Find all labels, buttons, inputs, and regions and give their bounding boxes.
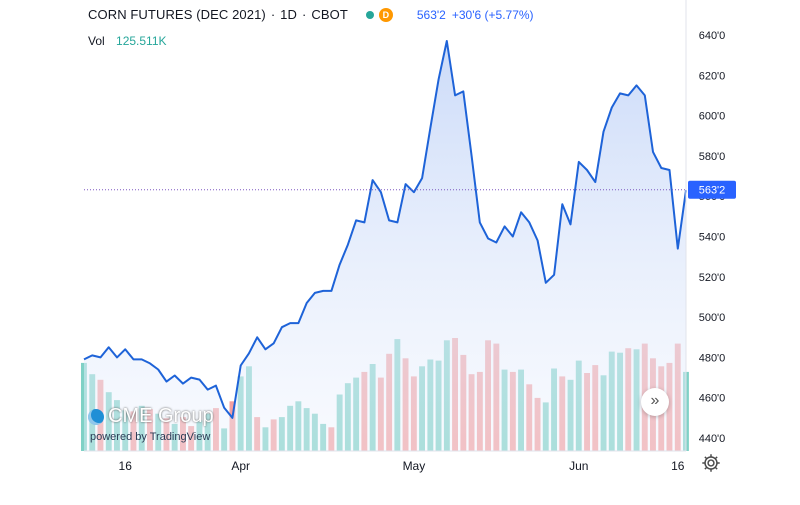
interval-label[interactable]: 1D bbox=[280, 7, 297, 22]
y-tick-label: 600'0 bbox=[699, 111, 726, 123]
x-tick-label: Jun bbox=[569, 459, 588, 473]
x-tick-label: May bbox=[403, 459, 426, 473]
y-tick-label: 480'0 bbox=[699, 352, 726, 364]
price-area-fill bbox=[84, 41, 686, 451]
cme-logo-text: CME Group bbox=[108, 405, 214, 427]
gear-icon[interactable] bbox=[700, 452, 722, 474]
volume-legend: Vol 125.511K bbox=[88, 34, 167, 48]
y-tick-label: 620'0 bbox=[699, 70, 726, 82]
header-separator: · bbox=[270, 7, 276, 22]
y-tick-label: 460'0 bbox=[699, 393, 726, 405]
symbol-title[interactable]: CORN FUTURES (DEC 2021) bbox=[88, 7, 266, 22]
y-tick-label: 540'0 bbox=[699, 232, 726, 244]
volume-label: Vol bbox=[88, 34, 105, 48]
x-tick-label: 16 bbox=[671, 459, 685, 473]
market-status-dot-icon bbox=[365, 10, 374, 19]
y-tick-label: 580'0 bbox=[699, 151, 726, 163]
header-separator: · bbox=[302, 7, 307, 22]
cme-globe-icon bbox=[88, 408, 104, 425]
chart-header: CORN FUTURES (DEC 2021) · 1D · CBOT D 56… bbox=[88, 7, 534, 22]
y-tick-label: 440'0 bbox=[699, 433, 726, 445]
y-tick-label: 640'0 bbox=[699, 30, 726, 42]
price-change-value: +30'6 (+5.77%) bbox=[451, 7, 534, 22]
y-tick-label: 500'0 bbox=[699, 312, 726, 324]
cme-group-logo: CME Group bbox=[88, 405, 214, 428]
scroll-to-realtime-button[interactable]: » bbox=[641, 388, 669, 416]
exchange-label: CBOT bbox=[311, 7, 348, 22]
powered-by-tradingview[interactable]: powered by TradingView bbox=[90, 431, 211, 443]
volume-bar bbox=[81, 362, 87, 451]
delayed-data-badge: D bbox=[378, 7, 393, 22]
last-price-label: 563'2 bbox=[699, 185, 726, 197]
last-price-marker: 563'2 bbox=[688, 180, 736, 199]
x-tick-label: Apr bbox=[231, 459, 250, 473]
x-tick-label: 16 bbox=[119, 459, 133, 473]
last-price-value: 563'2 bbox=[416, 7, 446, 22]
volume-value: 125.511K bbox=[116, 34, 167, 48]
y-tick-label: 520'0 bbox=[699, 272, 726, 284]
double-chevron-right-icon: » bbox=[650, 392, 660, 409]
price-line bbox=[83, 40, 687, 419]
